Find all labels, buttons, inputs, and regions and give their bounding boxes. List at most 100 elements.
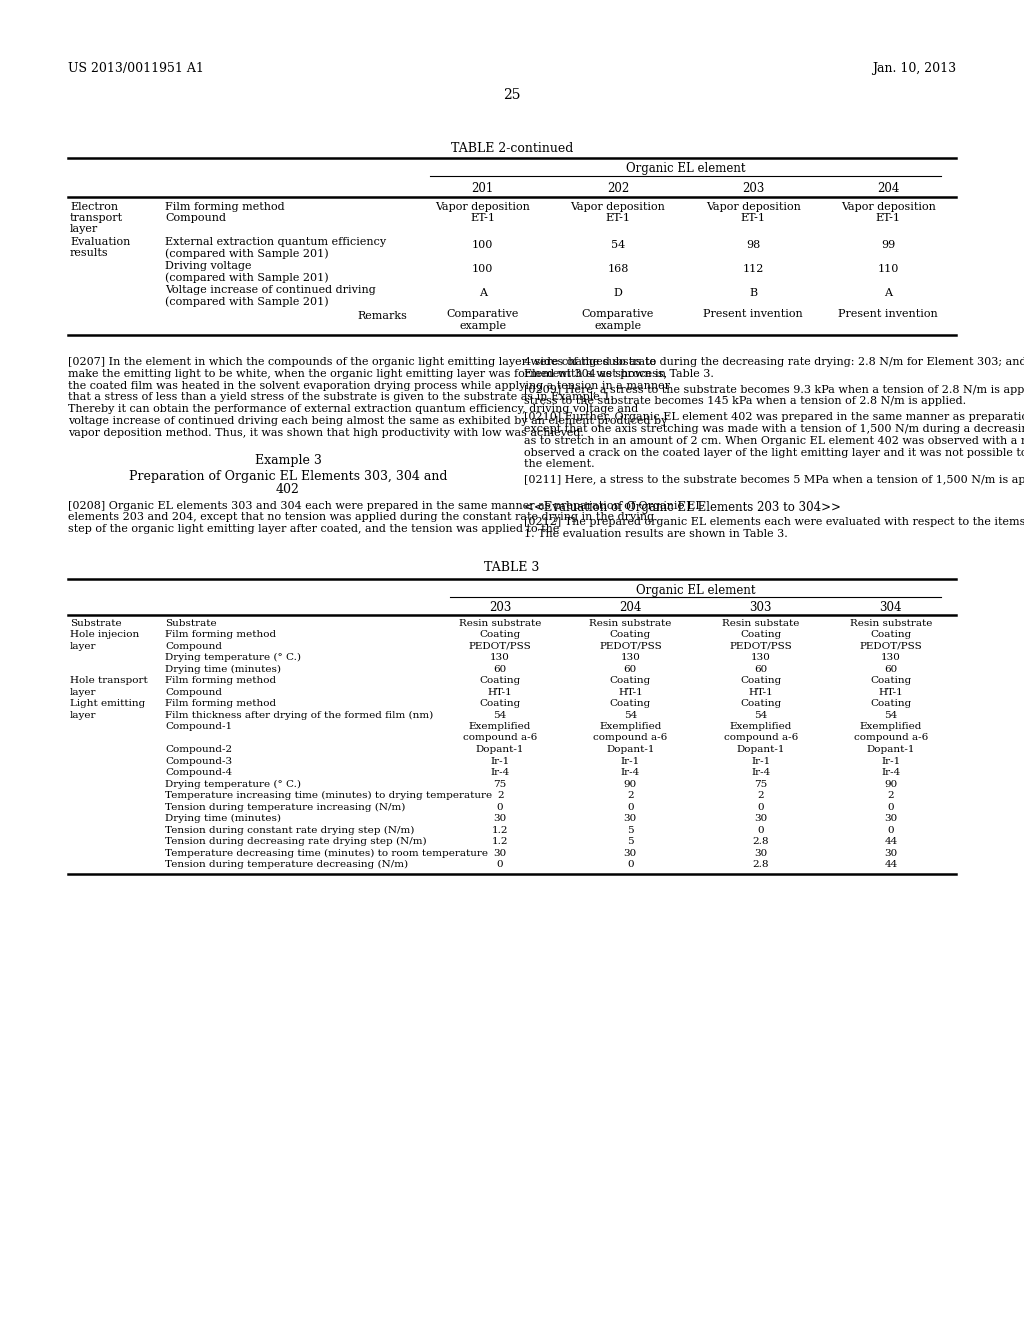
Text: 0: 0	[758, 825, 764, 834]
Text: as to stretch in an amount of 2 cm. When Organic EL element 402 was observed wit: as to stretch in an amount of 2 cm. When…	[524, 436, 1024, 446]
Text: 2: 2	[758, 791, 764, 800]
Text: 60: 60	[624, 664, 637, 673]
Text: (compared with Sample 201): (compared with Sample 201)	[165, 248, 329, 259]
Text: elements 203 and 204, except that no tension was applied during the constant rat: elements 203 and 204, except that no ten…	[68, 512, 654, 523]
Text: 25: 25	[503, 88, 521, 102]
Text: Coating: Coating	[870, 700, 911, 708]
Text: 60: 60	[494, 664, 507, 673]
Text: 75: 75	[754, 780, 767, 788]
Text: Vapor deposition: Vapor deposition	[570, 202, 666, 213]
Text: Coating: Coating	[740, 630, 781, 639]
Text: Element 304 as shown in Table 3.: Element 304 as shown in Table 3.	[524, 368, 714, 379]
Text: 2.8: 2.8	[753, 861, 769, 869]
Text: 30: 30	[624, 814, 637, 824]
Text: Evaluation: Evaluation	[70, 238, 130, 247]
Text: PEDOT/PSS: PEDOT/PSS	[729, 642, 792, 651]
Text: Exemplified
compound a-6: Exemplified compound a-6	[593, 722, 668, 742]
Text: Ir-4: Ir-4	[882, 768, 900, 777]
Text: Coating: Coating	[479, 630, 521, 639]
Text: Coating: Coating	[740, 700, 781, 708]
Text: Ir-1: Ir-1	[751, 756, 770, 766]
Text: the element.: the element.	[524, 459, 595, 470]
Text: 130: 130	[621, 653, 640, 663]
Text: 2: 2	[627, 791, 634, 800]
Text: Voltage increase of continued driving: Voltage increase of continued driving	[165, 285, 376, 294]
Text: layer: layer	[70, 224, 98, 234]
Text: Vapor deposition: Vapor deposition	[706, 202, 801, 213]
Text: Drying temperature (° C.): Drying temperature (° C.)	[165, 780, 301, 789]
Text: 110: 110	[878, 264, 899, 275]
Text: Hole transport: Hole transport	[70, 676, 147, 685]
Text: Coating: Coating	[479, 700, 521, 708]
Text: Coating: Coating	[479, 676, 521, 685]
Text: 303: 303	[750, 601, 772, 614]
Text: PEDOT/PSS: PEDOT/PSS	[599, 642, 662, 651]
Text: 2.8: 2.8	[753, 837, 769, 846]
Text: step of the organic light emitting layer after coated, and the tension was appli: step of the organic light emitting layer…	[68, 524, 559, 535]
Text: Drying time (minutes): Drying time (minutes)	[165, 814, 281, 824]
Text: Coating: Coating	[740, 676, 781, 685]
Text: Ir-1: Ir-1	[621, 756, 640, 766]
Text: [0208] Organic EL elements 303 and 304 each were prepared in the same manner as : [0208] Organic EL elements 303 and 304 e…	[68, 500, 702, 511]
Text: Ir-1: Ir-1	[882, 756, 900, 766]
Text: [0207] In the element in which the compounds of the organic light emitting layer: [0207] In the element in which the compo…	[68, 356, 656, 367]
Text: Organic EL element: Organic EL element	[626, 162, 745, 176]
Text: 204: 204	[878, 182, 899, 195]
Text: 130: 130	[751, 653, 771, 663]
Text: except that one axis stretching was made with a tension of 1,500 N/m during a de: except that one axis stretching was made…	[524, 424, 1024, 434]
Text: 54: 54	[610, 240, 625, 249]
Text: 0: 0	[758, 803, 764, 812]
Text: Compound: Compound	[165, 642, 222, 651]
Text: 5: 5	[627, 825, 634, 834]
Text: Film forming method: Film forming method	[165, 202, 285, 213]
Text: PEDOT/PSS: PEDOT/PSS	[469, 642, 531, 651]
Text: 30: 30	[494, 814, 507, 824]
Text: ET-1: ET-1	[470, 213, 496, 223]
Text: Tension during temperature increasing (N/m): Tension during temperature increasing (N…	[165, 803, 406, 812]
Text: [0212] The prepared organic EL elements each were evaluated with respect to the : [0212] The prepared organic EL elements …	[524, 517, 1024, 527]
Text: Compound-3: Compound-3	[165, 756, 232, 766]
Text: 304: 304	[880, 601, 902, 614]
Text: Vapor deposition: Vapor deposition	[841, 202, 936, 213]
Text: Drying temperature (° C.): Drying temperature (° C.)	[165, 653, 301, 663]
Text: 30: 30	[754, 849, 767, 858]
Text: ET-1: ET-1	[876, 213, 901, 223]
Text: Film thickness after drying of the formed film (nm): Film thickness after drying of the forme…	[165, 710, 433, 719]
Text: Dopant-1: Dopant-1	[866, 744, 915, 754]
Text: 30: 30	[754, 814, 767, 824]
Text: 130: 130	[490, 653, 510, 663]
Text: 2: 2	[888, 791, 894, 800]
Text: HT-1: HT-1	[487, 688, 512, 697]
Text: D: D	[613, 288, 623, 298]
Text: Resin substate: Resin substate	[722, 619, 800, 627]
Text: layer: layer	[70, 710, 96, 719]
Text: Driving voltage: Driving voltage	[165, 261, 252, 271]
Text: layer: layer	[70, 642, 96, 651]
Text: 44: 44	[885, 861, 897, 869]
Text: observed a crack on the coated layer of the light emitting layer and it was not : observed a crack on the coated layer of …	[524, 447, 1024, 458]
Text: 90: 90	[624, 780, 637, 788]
Text: Compound-1: Compound-1	[165, 722, 232, 731]
Text: 1. The evaluation results are shown in Table 3.: 1. The evaluation results are shown in T…	[524, 529, 787, 539]
Text: 60: 60	[754, 664, 767, 673]
Text: Temperature increasing time (minutes) to drying temperature: Temperature increasing time (minutes) to…	[165, 791, 493, 800]
Text: the coated film was heated in the solvent evaporation drying process while apply: the coated film was heated in the solven…	[68, 380, 670, 391]
Text: 402: 402	[276, 483, 300, 495]
Text: 30: 30	[624, 849, 637, 858]
Text: TABLE 3: TABLE 3	[484, 561, 540, 574]
Text: stress to the substrate becomes 145 kPa when a tension of 2.8 N/m is applied.: stress to the substrate becomes 145 kPa …	[524, 396, 966, 407]
Text: 201: 201	[471, 182, 494, 195]
Text: 99: 99	[882, 240, 896, 249]
Text: 54: 54	[885, 710, 897, 719]
Text: 90: 90	[885, 780, 897, 788]
Text: Compound-2: Compound-2	[165, 744, 232, 754]
Text: Present invention: Present invention	[839, 309, 938, 319]
Text: (compared with Sample 201): (compared with Sample 201)	[165, 296, 329, 306]
Text: External extraction quantum efficiency: External extraction quantum efficiency	[165, 238, 386, 247]
Text: Compound: Compound	[165, 213, 226, 223]
Text: transport: transport	[70, 213, 123, 223]
Text: Ir-4: Ir-4	[621, 768, 640, 777]
Text: 130: 130	[881, 653, 901, 663]
Text: <<Evaluation of Organic EL Elements 203 to 304>>: <<Evaluation of Organic EL Elements 203 …	[524, 502, 841, 513]
Text: Ir-4: Ir-4	[751, 768, 770, 777]
